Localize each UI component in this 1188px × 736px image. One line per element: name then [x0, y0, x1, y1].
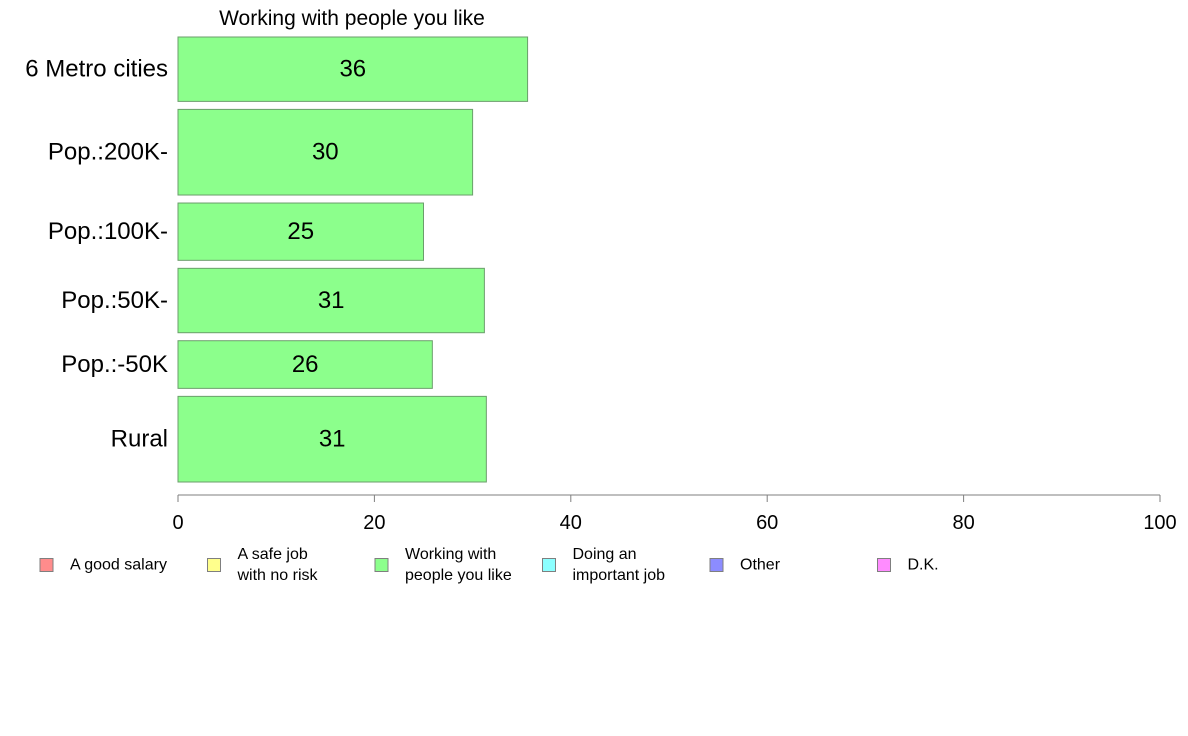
category-label: Rural	[111, 426, 168, 453]
legend-item: Other	[709, 557, 781, 574]
value-label: 26	[292, 351, 319, 378]
legend-label: Other	[740, 557, 781, 574]
bar	[177, 340, 433, 389]
bar	[177, 36, 529, 102]
bar	[177, 202, 424, 261]
bar	[177, 267, 485, 334]
x-tick-label: 100	[1143, 512, 1176, 534]
x-tick-label: 20	[363, 512, 385, 534]
x-tick-label: 0	[172, 512, 183, 534]
legend-label: important job	[573, 567, 666, 584]
legend-item: Doing an important job	[542, 546, 666, 584]
legend-label: with no risk	[237, 567, 319, 584]
legend-swatch	[374, 558, 389, 572]
x-axis: 0 20 40 60 80 100	[172, 494, 1177, 534]
category-label: Pop.:50K-	[61, 287, 168, 314]
legend-item: A safe job with no risk	[207, 546, 319, 584]
value-label: 31	[319, 426, 346, 453]
category-label: Pop.:-50K	[61, 351, 168, 378]
legend-swatch	[542, 558, 556, 572]
legend-swatch	[39, 558, 54, 572]
legend-label: D.K.	[908, 557, 939, 574]
legend-swatch	[877, 558, 891, 572]
value-label: 31	[318, 287, 345, 314]
legend-item: Working with people you like	[374, 546, 512, 584]
legend-label: A safe job	[238, 546, 308, 563]
x-tick-label: 40	[560, 512, 582, 534]
bars: 6 Metro cities 36 Pop.:200K- 30 Pop.:100K- 25…	[25, 36, 529, 483]
legend-label: Doing an	[573, 546, 637, 563]
value-label: 36	[339, 56, 366, 83]
x-tick-label: 80	[952, 512, 974, 534]
legend-label: Working with	[405, 546, 496, 563]
category-label: Pop.:100K-	[48, 218, 168, 245]
bar	[177, 395, 487, 483]
value-label: 25	[287, 218, 314, 245]
legend-item: A good salary	[39, 557, 167, 574]
legend-item: D.K.	[877, 557, 939, 574]
value-label: 30	[312, 139, 339, 166]
x-tick-label: 60	[756, 512, 778, 534]
legend-label: A good salary	[70, 557, 167, 574]
legend-label: people you like	[405, 567, 512, 584]
category-label: 6 Metro cities	[25, 56, 168, 83]
bar	[177, 108, 474, 196]
legend-swatch	[709, 558, 724, 572]
category-label: Pop.:200K-	[48, 139, 168, 166]
legend-swatch	[207, 558, 221, 572]
legend: A good salary A safe job with no risk Worki…	[39, 546, 939, 584]
chart-title: Working with people you like	[219, 7, 485, 30]
